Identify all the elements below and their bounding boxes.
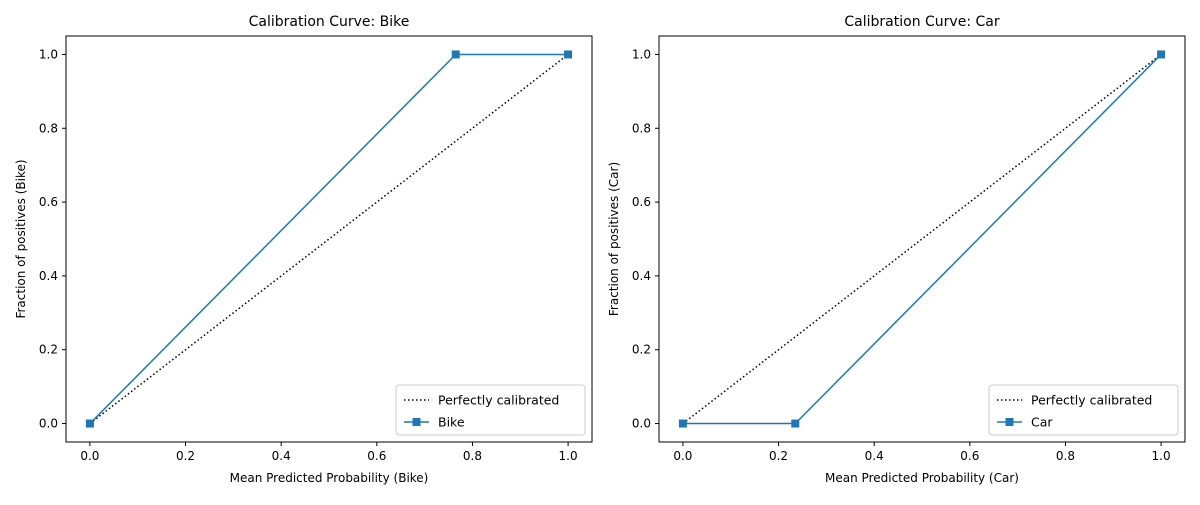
plot-area: 0.0 0.2 0.4 0.6 0.8 1.0 0.0 0.2 0.4 0.6 0.8 1.0 bbox=[632, 47, 1171, 463]
calibration-point-marker bbox=[451, 50, 460, 59]
plot-area: 0.0 0.2 0.4 0.6 0.8 1.0 0.0 0.2 0.4 0.6 0.8 1.0 bbox=[39, 47, 578, 463]
y-tick-label: 1.0 bbox=[39, 47, 58, 61]
calibration-point-marker bbox=[1157, 50, 1166, 59]
x-tick-label: 0.8 bbox=[1056, 449, 1075, 463]
x-tick-label: 0.6 bbox=[367, 449, 386, 463]
y-tick-label: 0.6 bbox=[39, 195, 58, 209]
legend-series-marker bbox=[412, 418, 421, 426]
legend-box bbox=[395, 384, 586, 436]
y-tick-label: 0.8 bbox=[632, 121, 651, 135]
legend: Perfectly calibrated Car bbox=[988, 384, 1179, 436]
y-axis-label: Fraction of positives (Car) bbox=[607, 162, 621, 316]
calibration-point-marker bbox=[564, 50, 573, 59]
x-tick-label: 0.2 bbox=[176, 449, 195, 463]
y-axis-label: Fraction of positives (Bike) bbox=[14, 159, 28, 318]
y-tick-label: 0.6 bbox=[632, 195, 651, 209]
y-tick-label: 0.4 bbox=[39, 269, 58, 283]
y-tick-label: 0.8 bbox=[39, 121, 58, 135]
x-tick-label: 0.2 bbox=[769, 449, 788, 463]
legend-label-perfect: Perfectly calibrated bbox=[438, 393, 559, 408]
y-tick-label: 1.0 bbox=[632, 47, 651, 61]
calibration-point-marker bbox=[85, 419, 94, 428]
perfect-calibration-line bbox=[89, 53, 569, 425]
x-axis-label: Mean Predicted Probability (Car) bbox=[825, 471, 1019, 485]
x-tick-label: 0.0 bbox=[80, 449, 99, 463]
legend-label-perfect: Perfectly calibrated bbox=[1031, 393, 1152, 408]
x-tick-label: 1.0 bbox=[559, 449, 578, 463]
y-tick-label: 0.2 bbox=[632, 343, 651, 357]
legend-box bbox=[988, 384, 1179, 436]
x-tick-label: 0.4 bbox=[272, 449, 291, 463]
legend-label-series: Car bbox=[1031, 415, 1053, 430]
chart-panel-bike: Calibration Curve: Bike 0.0 0.2 0.4 0.6 0.8 1… bbox=[14, 14, 593, 485]
y-tick-label: 0.4 bbox=[632, 269, 651, 283]
chart-panel-car: Calibration Curve: Car 0.0 0.2 0.4 0.6 0.8 1.… bbox=[607, 14, 1186, 485]
axes-frame bbox=[65, 35, 593, 443]
x-axis-label: Mean Predicted Probability (Bike) bbox=[230, 471, 429, 485]
legend: Perfectly calibrated Bike bbox=[395, 384, 586, 436]
y-tick-label: 0.2 bbox=[39, 343, 58, 357]
y-tick-label: 0.0 bbox=[39, 417, 58, 431]
x-tick-label: 1.0 bbox=[1152, 449, 1171, 463]
chart-title: Calibration Curve: Bike bbox=[249, 14, 410, 30]
chart-title: Calibration Curve: Car bbox=[844, 14, 999, 30]
calibration-point-marker bbox=[791, 419, 800, 428]
x-tick-label: 0.6 bbox=[960, 449, 979, 463]
calibration-point-marker bbox=[678, 419, 687, 428]
x-tick-label: 0.0 bbox=[673, 449, 692, 463]
perfect-calibration-line bbox=[682, 53, 1162, 425]
y-tick-label: 0.0 bbox=[632, 417, 651, 431]
legend-series-marker bbox=[1005, 418, 1014, 426]
x-tick-label: 0.4 bbox=[865, 449, 884, 463]
axes-frame bbox=[658, 35, 1186, 443]
legend-label-series: Bike bbox=[438, 415, 465, 430]
x-tick-label: 0.8 bbox=[463, 449, 482, 463]
